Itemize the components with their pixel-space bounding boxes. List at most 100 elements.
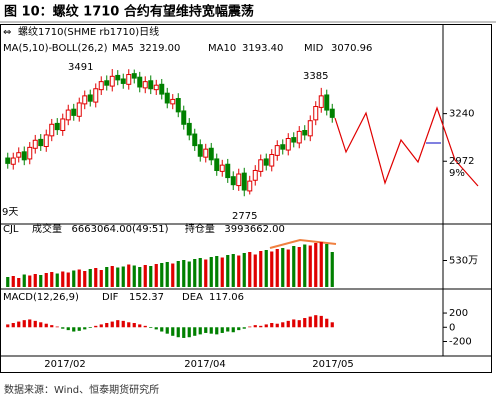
bar — [237, 327, 241, 331]
bar — [33, 320, 37, 328]
candle-body — [170, 98, 176, 105]
bar — [116, 267, 120, 287]
indicator-value: 3193.40 — [242, 43, 283, 54]
bar — [171, 327, 175, 336]
candle-body — [148, 80, 154, 90]
annotation: 9天 — [2, 207, 18, 218]
candle-body — [126, 74, 132, 85]
bar — [28, 319, 32, 328]
bar — [61, 327, 65, 329]
candle-body — [10, 157, 16, 165]
bar — [138, 267, 142, 287]
candle-body — [175, 98, 181, 113]
candle-body — [285, 138, 291, 151]
y-tick-label: 200 — [449, 308, 468, 319]
bar — [264, 250, 268, 287]
bar — [253, 254, 257, 287]
y-tick-label: 3240 — [449, 109, 474, 120]
y-tick-label: 0 — [449, 322, 455, 333]
bar — [105, 323, 109, 328]
candle-body — [269, 153, 275, 167]
trend-arrow — [269, 238, 337, 249]
candle-body — [186, 122, 192, 136]
candle-body — [274, 145, 280, 156]
bar — [187, 327, 191, 338]
bar — [149, 327, 153, 328]
y-tick-label: -200 — [449, 336, 472, 347]
bar — [110, 266, 114, 287]
candle-body — [280, 144, 286, 150]
candle-body — [109, 75, 115, 87]
bar — [143, 265, 147, 287]
bar — [88, 327, 92, 328]
bar — [182, 260, 186, 287]
candle-body — [197, 144, 203, 157]
candle-body — [16, 152, 22, 158]
bar — [215, 256, 219, 287]
bar — [259, 325, 263, 328]
bar — [66, 272, 70, 287]
candle-body — [49, 123, 55, 137]
candle-body — [307, 120, 313, 137]
indicator-label: DEA — [182, 292, 203, 303]
candle-body — [324, 94, 330, 111]
indicator-value: 3070.96 — [331, 43, 372, 54]
candle-body — [32, 139, 38, 149]
bar — [319, 242, 323, 287]
bar — [50, 272, 54, 287]
candle-body — [60, 118, 66, 132]
bar — [303, 244, 307, 287]
candle-body — [142, 81, 148, 89]
bar — [215, 327, 219, 335]
bar — [209, 327, 213, 334]
bar — [66, 327, 70, 331]
chart-header: 螺纹1710(SHME rb1710)日线 — [18, 25, 159, 38]
candle-body — [329, 108, 335, 118]
candle-body — [258, 159, 264, 172]
bar — [325, 244, 329, 287]
bar — [11, 323, 15, 328]
bar — [160, 327, 164, 332]
indicator-value: 152.37 — [129, 292, 164, 303]
bar — [61, 271, 65, 287]
link-icon: ⇔ — [3, 27, 11, 38]
bar — [99, 270, 103, 287]
bar — [226, 327, 230, 332]
bar — [198, 327, 202, 335]
bar — [325, 318, 329, 328]
bar — [17, 321, 21, 328]
bar — [121, 266, 125, 287]
bar — [55, 326, 59, 328]
candle-body — [252, 169, 258, 181]
bar — [182, 327, 186, 338]
candle-body — [65, 109, 71, 121]
bar — [237, 255, 241, 287]
bar — [281, 322, 285, 328]
bar — [314, 243, 318, 287]
bar — [149, 266, 153, 287]
candle-body — [76, 102, 82, 117]
y-tick-label: 530万 — [449, 256, 478, 267]
bar — [220, 327, 224, 333]
candle-body — [241, 172, 247, 191]
bar — [193, 259, 197, 287]
bar — [132, 265, 136, 287]
bar — [165, 327, 169, 334]
candle-body — [87, 94, 93, 102]
candle-body — [120, 78, 126, 84]
bar — [308, 245, 312, 287]
bar — [6, 277, 10, 287]
bar — [110, 321, 114, 328]
bar — [33, 274, 37, 287]
candle-body — [181, 110, 187, 125]
bar — [77, 327, 81, 331]
candle-body — [153, 84, 159, 91]
candle-body — [296, 130, 302, 144]
candle-body — [71, 108, 77, 116]
bar — [248, 252, 252, 287]
bar — [83, 271, 87, 287]
panel-title: CJL — [3, 224, 19, 235]
bar — [231, 254, 235, 287]
bar — [44, 323, 48, 328]
